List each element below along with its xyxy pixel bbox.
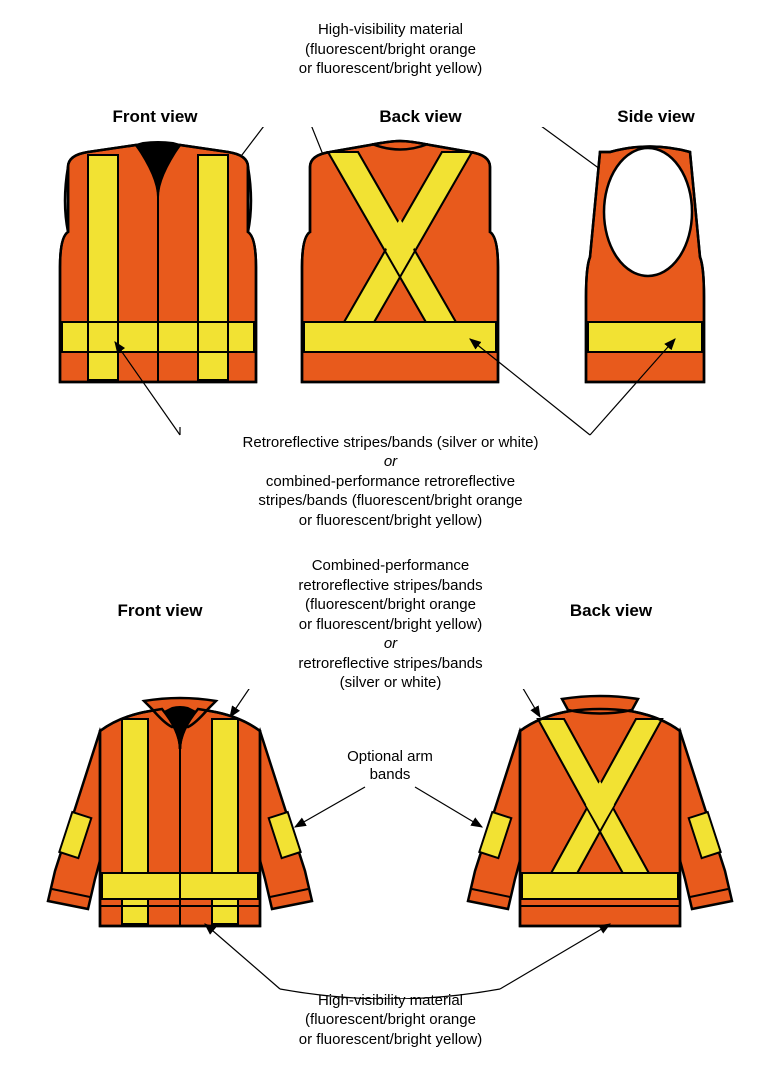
vest-top-caption-line1: High-visibility material — [318, 21, 463, 38]
vest-bottom-caption-line2: or — [384, 453, 397, 470]
vest-bottom-caption: Retroreflective stripes/bands (silver or… — [20, 433, 761, 531]
vest-bottom-caption-line3: combined-performance retroreflective — [266, 473, 515, 490]
vest-front-label: Front view — [50, 107, 260, 127]
vest-top-caption-line2: (fluorescent/bright orange — [305, 41, 476, 58]
jacket-top-caption-line7: (silver or white) — [340, 674, 442, 691]
jacket-top-caption-line3: (fluorescent/bright orange — [305, 596, 476, 613]
vest-back-label: Back view — [316, 107, 526, 127]
vest-top-caption-line3: or fluorescent/bright yellow) — [299, 60, 482, 77]
jacket-top-caption-line6: retroreflective stripes/bands — [298, 655, 482, 672]
jacket-bottom-caption-line3: or fluorescent/bright yellow) — [299, 1031, 482, 1048]
arm-bands-label-line2: bands — [370, 766, 411, 783]
vest-bottom-caption-line1: Retroreflective stripes/bands (silver or… — [243, 434, 539, 451]
jacket-top-caption: Combined-performance retroreflective str… — [20, 556, 761, 693]
jacket-top-caption-line5: or — [384, 635, 397, 652]
vest-side-icon — [586, 146, 704, 382]
hi-vis-diagram: High-visibility material (fluorescent/br… — [20, 20, 761, 1049]
jacket-bottom-caption-line1: High-visibility material — [318, 992, 463, 1009]
vest-side-label: Side view — [581, 107, 731, 127]
jacket-back-icon — [468, 696, 732, 926]
vest-bottom-caption-line4: stripes/bands (fluorescent/bright orange — [258, 492, 522, 509]
jacket-top-caption-line2: retroreflective stripes/bands — [298, 577, 482, 594]
vest-front-icon — [60, 142, 256, 382]
arm-bands-label-line1: Optional arm — [347, 748, 433, 765]
vest-top-caption: High-visibility material (fluorescent/br… — [20, 20, 761, 79]
jacket-front-icon — [48, 698, 312, 926]
jacket-bottom-caption-line2: (fluorescent/bright orange — [305, 1011, 476, 1028]
jacket-back-label: Back view — [521, 601, 701, 621]
jacket-garments-svg: Optional arm bands — [20, 689, 761, 999]
jacket-top-caption-line1: Combined-performance — [312, 557, 470, 574]
vest-garments-svg — [20, 127, 761, 437]
jacket-bottom-caption: High-visibility material (fluorescent/br… — [20, 991, 761, 1050]
jacket-front-label: Front view — [70, 601, 250, 621]
vest-back-icon — [302, 141, 498, 382]
jacket-top-caption-line4: or fluorescent/bright yellow) — [299, 616, 482, 633]
vest-bottom-caption-line5: or fluorescent/bright yellow) — [299, 512, 482, 529]
